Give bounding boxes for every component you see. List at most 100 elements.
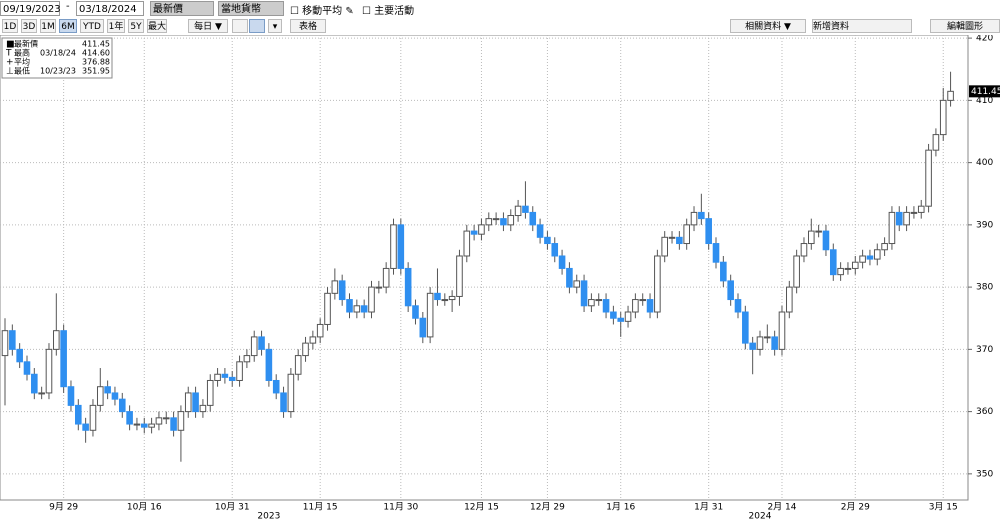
candle-body <box>544 236 551 245</box>
candle-body <box>316 323 324 338</box>
candle-body <box>551 243 559 257</box>
candle-body <box>184 392 192 413</box>
candle-body <box>536 224 544 238</box>
candle-body <box>617 317 625 322</box>
candle-body <box>206 379 214 406</box>
x-tick-label: 9月 29 <box>49 502 78 513</box>
candle-body <box>800 243 808 257</box>
candle-body <box>712 243 720 263</box>
end-date[interactable]: 03/18/2024 <box>76 1 144 16</box>
candle-body <box>111 392 119 400</box>
candle-body <box>478 224 485 235</box>
candle-body <box>419 317 427 338</box>
candle-body <box>588 299 595 307</box>
candle-body <box>287 373 295 413</box>
related-button[interactable]: 相關資料 ▼ <box>730 19 806 33</box>
candle-body <box>96 386 104 406</box>
candle-body <box>829 249 837 276</box>
candle-body <box>632 299 639 313</box>
edit-button[interactable]: 編輯圖形 <box>930 19 1000 33</box>
x-tick-label: 12月 15 <box>464 502 499 513</box>
candle-body <box>324 292 331 325</box>
candle-body <box>756 336 764 350</box>
x-tick-label: 10月 16 <box>127 502 162 513</box>
y-tick-label: 400 <box>976 158 993 168</box>
candle-body <box>126 411 133 425</box>
candle-body <box>595 299 603 302</box>
period-button[interactable]: 6M <box>59 19 77 33</box>
candle-body <box>676 236 683 245</box>
candle-body <box>404 267 412 307</box>
legend-label: 平均 <box>14 57 30 67</box>
period-button[interactable]: 3D <box>21 19 37 33</box>
y-tick-label: 390 <box>976 220 993 230</box>
field-select[interactable]: 最新價 <box>150 1 214 16</box>
candle-body <box>390 224 397 269</box>
candle-body <box>38 392 45 395</box>
candle-body <box>360 305 368 313</box>
legend-icon: + <box>6 58 14 68</box>
candle-body <box>573 280 581 288</box>
period-button[interactable]: 1D <box>2 19 18 33</box>
candle-body <box>734 299 742 313</box>
candle-body <box>346 299 353 313</box>
candle-body <box>221 373 229 378</box>
candle-body <box>705 218 712 245</box>
candle-body <box>140 423 148 428</box>
candle-body <box>338 280 346 301</box>
candle-body <box>500 218 507 226</box>
icon-button[interactable] <box>232 19 248 33</box>
checkbox[interactable]: ☐ 主要活動 <box>362 6 415 17</box>
table-button[interactable]: 表格 <box>290 19 326 33</box>
candle-body <box>60 330 67 388</box>
icon-button[interactable]: ▾ <box>268 19 282 33</box>
candle-body <box>214 373 221 381</box>
candle-body <box>859 255 866 263</box>
x-tick-label: 11月 15 <box>303 502 338 513</box>
plot-frame <box>0 35 969 501</box>
candle-body <box>463 230 471 257</box>
candle-body <box>910 211 918 214</box>
frequency-label: 每日 <box>194 22 213 32</box>
legend-date: 03/18/24 <box>40 49 76 58</box>
candle-body <box>31 373 38 394</box>
currency-select[interactable]: 當地貨幣 <box>218 1 284 16</box>
candle-body <box>294 355 302 375</box>
candle-body <box>228 376 236 381</box>
start-date[interactable]: 09/19/2023 <box>0 1 61 16</box>
period-button[interactable]: YTD <box>80 19 104 33</box>
candle-body <box>82 423 89 431</box>
candle-body <box>895 211 903 226</box>
candle-body <box>947 90 954 101</box>
candle-body <box>382 267 390 288</box>
period-button[interactable]: 1年 <box>107 19 125 33</box>
x-tick-label: 12月 29 <box>530 502 565 513</box>
candle-body <box>822 230 830 251</box>
candle-body <box>258 336 265 350</box>
candle-body <box>412 305 419 319</box>
checkbox[interactable]: ☐ 移動平均 ✎ <box>290 6 354 17</box>
candle-body <box>104 386 111 394</box>
candle-body <box>866 255 874 260</box>
y-tick-label: 370 <box>976 345 993 355</box>
candle-body <box>375 286 383 289</box>
candle-body <box>602 299 610 313</box>
legend-icon: ⊥ <box>6 67 14 77</box>
candle-body <box>441 299 449 302</box>
icon-button[interactable] <box>249 19 265 33</box>
add-button[interactable]: 新增資料 <box>812 19 912 33</box>
candle-body <box>272 379 280 394</box>
candle-body <box>492 218 500 221</box>
frequency[interactable]: 每日 ▼ <box>188 19 228 33</box>
candle-body <box>764 336 771 339</box>
candle-body <box>610 311 617 319</box>
period-button[interactable]: 1M <box>40 19 56 33</box>
period-button[interactable]: 5Y <box>128 19 144 33</box>
candle-body <box>353 305 361 313</box>
period-button[interactable]: 最大 <box>147 19 167 33</box>
candle-body <box>917 205 925 213</box>
candle-body <box>470 230 478 235</box>
candle-body <box>661 236 669 257</box>
candle-body <box>75 404 82 425</box>
